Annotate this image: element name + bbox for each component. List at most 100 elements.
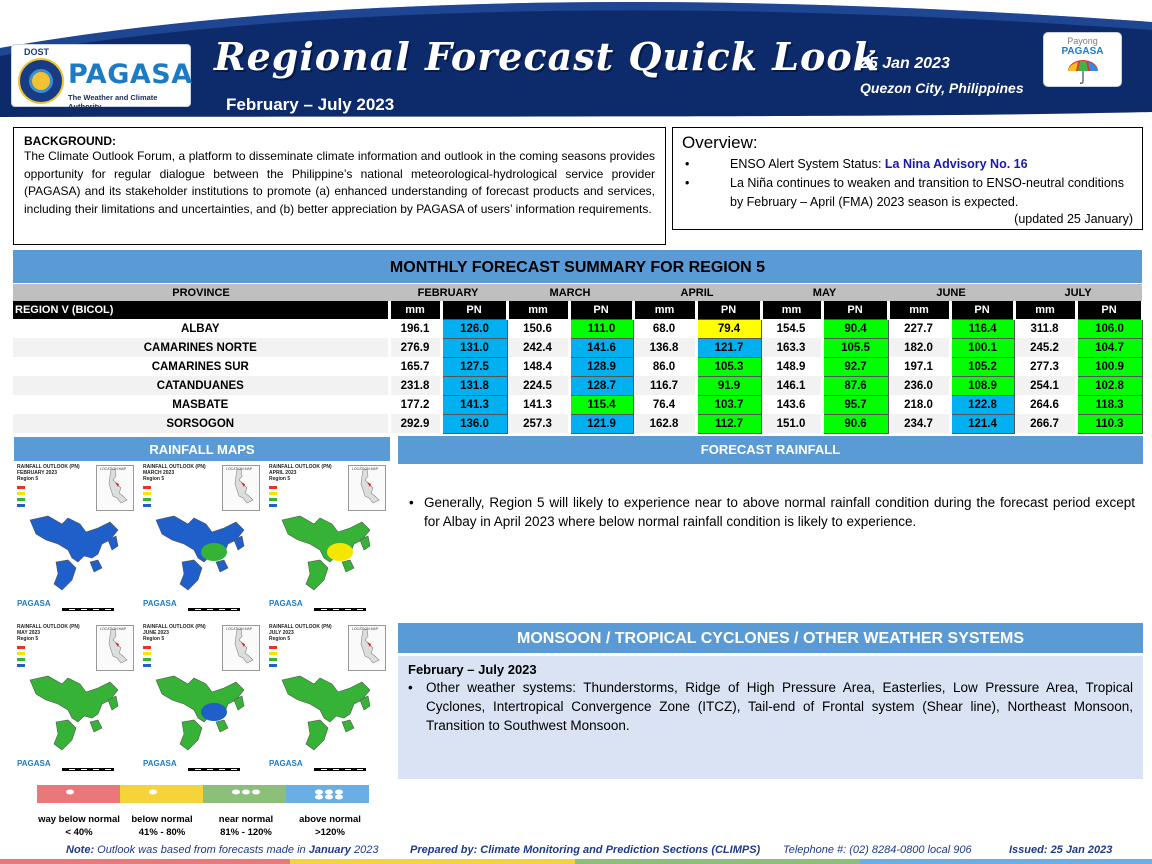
rainfall-pn: 112.7 xyxy=(695,413,762,434)
rainfall-pn: 108.9 xyxy=(949,375,1015,396)
legend-range: < 40% xyxy=(65,827,93,838)
rainfall-mm: 154.5 xyxy=(761,319,824,338)
rainfall-pn: 106.0 xyxy=(1075,318,1143,339)
rainfall-pn: 121.9 xyxy=(568,413,634,434)
rainfall-mm: 245.2 xyxy=(1014,338,1078,357)
philippines-outline-icon xyxy=(234,468,254,504)
map-scale-bar xyxy=(314,768,366,771)
rainfall-pn: 104.7 xyxy=(1075,337,1143,358)
rainfall-pn: 90.4 xyxy=(821,318,889,339)
footer-color-strip xyxy=(0,859,1152,864)
mm-header: mm xyxy=(1014,301,1078,319)
map-scale-bar xyxy=(314,608,366,611)
weather-systems-title: MONSOON / TROPICAL CYCLONES / OTHER WEAT… xyxy=(398,623,1143,653)
table-row: MASBATE 177.2 141.3 141.3 115.4 76.4 103.7 143.… xyxy=(13,394,1143,415)
forecast-rainfall-text: Generally, Region 5 will likely to exper… xyxy=(408,493,1135,531)
region5-map-shape xyxy=(29,515,119,591)
unit-header-row: REGION V (BICOL) mm PN mm PN mm PN mm PN mm PN mm PN xyxy=(13,301,1144,319)
logo-tagline: The Weather and Climate Authority xyxy=(68,93,158,111)
map-pagasa-label: PAGASA xyxy=(269,599,303,608)
rainfall-mm: 236.0 xyxy=(888,376,952,395)
header-wave-background xyxy=(0,0,1152,122)
rainfall-mm: 165.7 xyxy=(389,357,443,376)
philippines-outline-icon xyxy=(360,468,380,504)
inset-label: LOCATION MAP xyxy=(352,467,379,471)
pn-header: PN xyxy=(696,301,763,319)
rainfall-mm: 227.7 xyxy=(888,319,952,338)
pn-header: PN xyxy=(441,301,509,319)
legend-swatch xyxy=(37,785,120,803)
rainfall-pn: 90.6 xyxy=(821,413,889,434)
forecast-rainfall-title: FORECAST RAINFALL xyxy=(398,436,1143,464)
mm-header: mm xyxy=(507,301,571,319)
map-title: RAINFALL OUTLOOK (PN) MAY 2023 Region 5 xyxy=(17,624,80,642)
cloud-icon xyxy=(314,789,343,800)
region5-map-shape xyxy=(29,675,119,751)
philippines-outline-icon xyxy=(108,628,128,664)
footer-note-label: Note: xyxy=(66,844,95,856)
rainfall-pn: 91.9 xyxy=(695,375,762,396)
forecast-period: February – July 2023 xyxy=(226,95,395,114)
province-name: CAMARINES NORTE xyxy=(13,338,391,357)
rainfall-mm: 143.6 xyxy=(761,395,824,414)
map-pagasa-label: PAGASA xyxy=(143,599,177,608)
legend-label: below normal 41% - 80% xyxy=(114,813,210,839)
footer-issued: Issued: 25 Jan 2023 xyxy=(1009,844,1113,856)
map-pagasa-label: PAGASA xyxy=(269,759,303,768)
table-row: CATANDUANES 231.8 131.8 224.5 128.7 116.7 91.9… xyxy=(13,375,1143,396)
rainfall-mm: 68.0 xyxy=(633,319,698,338)
rainfall-pn: 126.0 xyxy=(440,318,508,339)
rainfall-mm: 264.6 xyxy=(1014,395,1078,414)
rainfall-mm: 242.4 xyxy=(507,338,571,357)
legend-category: near normal xyxy=(218,814,274,825)
location-inset-map: LOCATION MAP xyxy=(96,465,134,511)
map-pagasa-label: PAGASA xyxy=(143,759,177,768)
pagasa-seal-icon xyxy=(18,58,64,104)
region5-map-shape xyxy=(155,515,245,591)
inset-label: LOCATION MAP xyxy=(100,627,127,631)
rainfall-map: RAINFALL OUTLOOK (PN) FEBRUARY 2023 Regi… xyxy=(14,462,138,618)
footer-note-month: January xyxy=(308,844,351,856)
rainfall-pn: 105.5 xyxy=(821,337,889,358)
location-inset-map: LOCATION MAP xyxy=(222,625,260,671)
logo-dost-label: DOST xyxy=(24,47,50,57)
weather-systems-text: Other weather systems: Thunderstorms, Ri… xyxy=(408,678,1133,735)
rainfall-pn: 141.3 xyxy=(440,394,508,415)
forecast-summary-table: PROVINCE FEBRUARY MARCH APRIL MAY JUNE JULY REG… xyxy=(13,284,1144,434)
province-name: ALBAY xyxy=(13,319,391,338)
location-inset-map: LOCATION MAP xyxy=(96,625,134,671)
logo-name: PAGASA xyxy=(68,59,193,90)
rainfall-mm: 86.0 xyxy=(633,357,698,376)
rainfall-pn: 121.7 xyxy=(695,337,762,358)
month-header-june: JUNE xyxy=(888,284,1015,301)
payong-pagasa-logo: Payong PAGASA xyxy=(1043,32,1122,87)
mm-header: mm xyxy=(389,301,443,319)
province-header: PROVINCE xyxy=(13,284,389,301)
rainfall-mm: 136.8 xyxy=(633,338,698,357)
rainfall-pn: 127.5 xyxy=(440,356,508,377)
enso-label: ENSO Alert System Status: xyxy=(730,157,885,171)
rainfall-pn: 110.3 xyxy=(1075,413,1143,434)
month-header-april: APRIL xyxy=(633,284,762,301)
rainfall-mm: 234.7 xyxy=(888,414,952,433)
rainfall-mm: 151.0 xyxy=(761,414,824,433)
rainfall-pn: 79.4 xyxy=(695,318,762,339)
map-title: RAINFALL OUTLOOK (PN) FEBRUARY 2023 Regi… xyxy=(17,464,80,482)
map-scale-bar xyxy=(188,608,240,611)
location-inset-map: LOCATION MAP xyxy=(222,465,260,511)
map-scale-bar xyxy=(62,608,114,611)
footer: Note: Outlook was based from forecasts m… xyxy=(0,844,1152,860)
pn-header: PN xyxy=(822,301,890,319)
province-name: MASBATE xyxy=(13,395,391,414)
payong-brand: PAGASA xyxy=(1061,46,1104,57)
location-inset-map: LOCATION MAP xyxy=(348,465,386,511)
cloud-icon xyxy=(231,789,260,795)
province-name: CATANDUANES xyxy=(13,376,391,395)
table-row: SORSOGON 292.9 136.0 257.3 121.9 162.8 112.7 15… xyxy=(13,413,1143,434)
mm-header: mm xyxy=(633,301,698,319)
rainfall-mm: 224.5 xyxy=(507,376,571,395)
rainfall-maps-title: RAINFALL MAPS xyxy=(14,437,390,461)
issue-place: Quezon City, Philippines xyxy=(860,80,1024,96)
footer-telephone: Telephone #: (02) 8284-0800 local 906 xyxy=(783,844,972,856)
rainfall-pn: 105.2 xyxy=(949,356,1015,377)
